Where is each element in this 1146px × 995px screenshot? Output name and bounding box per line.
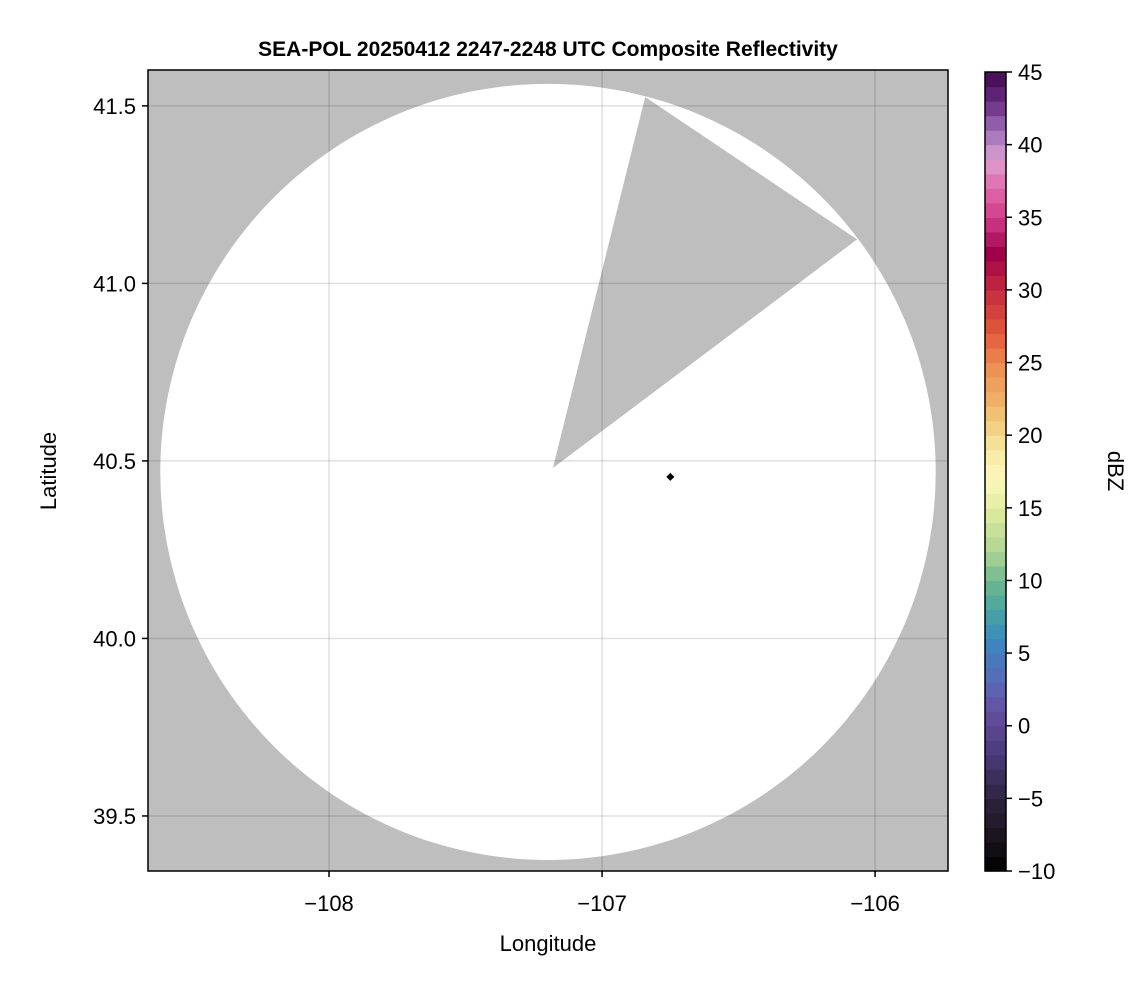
y-tick-label: 41.5 — [93, 94, 136, 119]
colorbar-bin — [985, 217, 1006, 233]
colorbar-bin — [985, 391, 1006, 407]
colorbar-bin — [985, 711, 1006, 727]
colorbar-bin — [985, 231, 1006, 247]
colorbar-bin — [985, 507, 1006, 523]
colorbar-bin — [985, 101, 1006, 117]
colorbar-bin — [985, 362, 1006, 378]
colorbar-bin — [985, 449, 1006, 465]
colorbar-bin — [985, 798, 1006, 814]
colorbar-tick-label: 15 — [1018, 496, 1042, 521]
colorbar-bin — [985, 72, 1006, 88]
colorbar-bin — [985, 841, 1006, 858]
colorbar-bin — [985, 754, 1006, 770]
radar-site-marker — [666, 472, 675, 481]
colorbar-tick-label: 10 — [1018, 568, 1042, 593]
colorbar-bin — [985, 420, 1006, 436]
colorbar-bin — [985, 173, 1006, 189]
colorbar-bin — [985, 769, 1006, 785]
colorbar-tick-label: 30 — [1018, 278, 1042, 303]
colorbar-frame — [984, 71, 1007, 872]
colorbar-bin — [985, 682, 1006, 698]
colorbar-tick-label: 25 — [1018, 351, 1042, 376]
colorbar-bin — [985, 696, 1006, 712]
colorbar-bin — [985, 260, 1006, 276]
y-tick-label: 40.0 — [93, 626, 136, 651]
colorbar-bin — [985, 609, 1006, 625]
x-axis: −108 −107 −106 — [304, 871, 900, 916]
colorbar-tick-label: 35 — [1018, 205, 1042, 230]
colorbar-bin — [985, 624, 1006, 640]
colorbar-tick-label: 45 — [1018, 60, 1042, 85]
colorbar-tick-label: −5 — [1018, 786, 1043, 811]
colorbar-bin — [985, 551, 1006, 567]
colorbar: −10 −5 0 5 10 15 20 25 30 35 40 45 — [984, 60, 1055, 884]
chart-title: SEA-POL 20250412 2247-2248 UTC Composite… — [258, 38, 838, 61]
colorbar-bin — [985, 522, 1006, 538]
colorbar-bin — [985, 348, 1006, 364]
y-axis-label: Latitude — [36, 432, 61, 510]
colorbar-bin — [985, 536, 1006, 552]
colorbar-bin — [985, 86, 1006, 102]
colorbar-bin — [985, 783, 1006, 799]
colorbar-tick-label: 40 — [1018, 133, 1042, 158]
colorbar-bin — [985, 580, 1006, 596]
x-tick-label: −107 — [577, 891, 627, 916]
colorbar-bin — [985, 246, 1006, 262]
colorbar-tick-label: 0 — [1018, 714, 1030, 739]
colorbar-bin — [985, 638, 1006, 654]
colorbar-bin — [985, 653, 1006, 669]
colorbar-bin — [985, 594, 1006, 611]
y-tick-label: 41.0 — [93, 271, 136, 296]
colorbar-tick-label: 5 — [1018, 641, 1030, 666]
colorbar-bin — [985, 493, 1006, 509]
colorbar-bin — [985, 725, 1006, 741]
colorbar-bin — [985, 565, 1006, 582]
y-tick-label: 39.5 — [93, 804, 136, 829]
colorbar-bin — [985, 667, 1006, 683]
plot-frame — [147, 69, 949, 872]
colorbar-bin — [985, 827, 1006, 843]
blocked-sector — [552, 96, 858, 469]
colorbar-bin — [985, 144, 1006, 160]
colorbar-bin — [985, 130, 1006, 146]
colorbar-bin — [985, 478, 1006, 494]
colorbar-bin — [985, 464, 1006, 480]
y-axis: 39.5 40.0 40.5 41.0 41.5 — [93, 94, 148, 829]
x-axis-label: Longitude — [500, 931, 597, 956]
radar-coverage-area — [160, 83, 936, 860]
colorbar-bin — [985, 333, 1006, 349]
colorbar-bin — [985, 812, 1006, 829]
colorbar-bin — [985, 159, 1006, 175]
colorbar-bin — [985, 435, 1006, 451]
colorbar-tick-label: −10 — [1018, 859, 1055, 884]
colorbar-bin — [985, 406, 1006, 422]
colorbar-bin — [985, 318, 1006, 335]
plot-area — [147, 69, 949, 872]
colorbar-bin — [985, 115, 1006, 131]
colorbar-tick-label: 20 — [1018, 423, 1042, 448]
colorbar-bin — [985, 856, 1006, 872]
colorbar-bin — [985, 289, 1006, 306]
x-tick-label: −106 — [850, 891, 900, 916]
x-tick-label: −108 — [304, 891, 354, 916]
colorbar-bin — [985, 740, 1006, 756]
colorbar-bin — [985, 275, 1006, 291]
colorbar-bin — [985, 188, 1006, 204]
colorbar-bin — [985, 202, 1006, 218]
colorbar-bin — [985, 377, 1006, 393]
y-tick-label: 40.5 — [93, 449, 136, 474]
colorbar-bin — [985, 304, 1006, 320]
colorbar-label: dBZ — [1103, 451, 1128, 491]
